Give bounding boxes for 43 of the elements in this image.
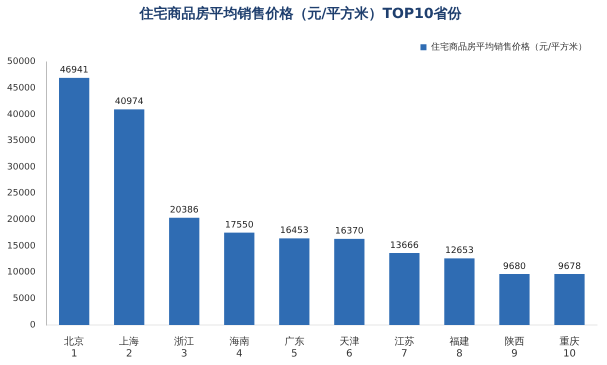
bar [499,274,530,325]
bar [169,218,200,325]
y-tick-label: 50000 [6,57,36,68]
y-tick-label: 30000 [6,162,36,172]
data-label: 46941 [60,66,88,76]
x-tick-label: 天津 6 [339,336,360,360]
x-tick-label: 陕西 9 [504,336,524,360]
data-label: 13666 [390,240,419,251]
x-tick-label: 广东 5 [284,336,304,360]
x-tick-label: 北京 1 [64,336,84,360]
bar [224,232,254,325]
data-label: 40974 [114,97,144,108]
y-tick-label: 20000 [6,215,36,226]
data-label: 16370 [335,226,364,237]
bar [114,109,144,325]
y-tick-label: 10000 [6,268,36,278]
x-tick-label: 重庆 10 [559,336,580,360]
x-tick-label: 上海 2 [119,336,140,360]
bar [59,78,90,325]
legend-label: 住宅商品房平均销售价格（元/平方米） [430,42,588,53]
data-label: 17550 [224,220,254,230]
y-tick-label: 40000 [6,110,36,120]
x-tick-label: 福建 8 [449,336,470,360]
data-label: 9680 [502,262,526,272]
x-tick-label: 海南 4 [229,336,250,360]
data-label: 20386 [170,206,199,216]
y-tick-label: 35000 [6,136,36,146]
bar [554,274,585,325]
y-tick-label: 5000 [12,294,36,304]
bar [334,238,364,325]
x-tick-label: 浙江 3 [174,336,194,360]
y-tick-label: 45000 [6,83,36,94]
bar [444,258,475,325]
bar [279,238,310,325]
data-label: 16453 [280,226,309,236]
y-tick-label: 0 [30,320,36,330]
chart-title: 住宅商品房平均销售价格（元/平方米）TOP10省份 [138,5,463,22]
bar [389,253,420,325]
y-tick-label: 25000 [6,188,36,199]
x-tick-label: 江苏 7 [394,336,414,360]
data-label: 9678 [558,262,582,272]
data-label: 12653 [445,246,474,256]
y-tick-label: 15000 [6,241,36,252]
